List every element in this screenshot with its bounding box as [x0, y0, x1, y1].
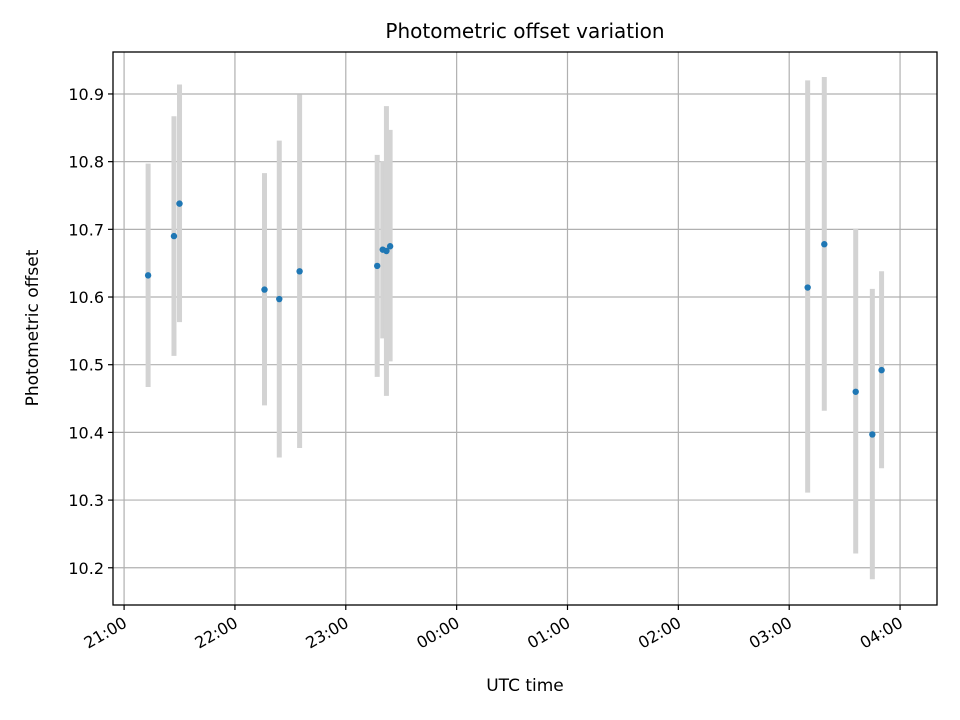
data-point: [383, 247, 390, 255]
data-point: [276, 295, 283, 303]
x-tick-label: 00:00: [413, 613, 462, 653]
x-axis-ticks: 21:00 22:00 23:00 00:00 01:00 02:00 03:00 04:00: [81, 605, 906, 653]
x-axis-title: UTC time: [486, 676, 564, 696]
y-tick-label: 10.5: [68, 356, 104, 375]
y-tick-label: 10.3: [68, 491, 104, 510]
data-point: [373, 262, 381, 270]
error-bars: [145, 77, 885, 580]
y-tick-label: 10.9: [68, 85, 104, 104]
x-tick-label: 03:00: [746, 613, 795, 653]
data-point: [386, 243, 394, 250]
data-points: [144, 200, 885, 438]
data-point: [852, 388, 859, 395]
x-tick-label: 23:00: [302, 613, 351, 653]
data-point: [804, 284, 811, 291]
x-tick-label: 01:00: [524, 613, 573, 653]
data-point: [296, 268, 303, 275]
y-tick-label: 10.4: [68, 423, 104, 442]
y-tick-label: 10.2: [68, 559, 104, 578]
x-tick-label: 22:00: [192, 613, 241, 653]
x-tick-label: 02:00: [635, 613, 684, 653]
y-axis-ticks: 10.2 10.3 10.4 10.5 10.6 10.7 10.8 10.9: [68, 85, 113, 578]
x-tick-label: 21:00: [81, 613, 130, 653]
data-point: [869, 431, 876, 438]
data-point: [176, 200, 183, 207]
grid: [113, 52, 937, 605]
chart-title: Photometric offset variation: [385, 19, 664, 43]
data-point: [170, 232, 178, 240]
data-point: [144, 272, 152, 279]
x-tick-label: 04:00: [857, 613, 906, 653]
y-tick-label: 10.7: [68, 220, 104, 239]
data-point: [878, 366, 885, 374]
data-point: [261, 286, 268, 293]
y-tick-label: 10.8: [68, 153, 104, 172]
y-tick-label: 10.6: [68, 288, 104, 307]
data-point: [821, 241, 828, 248]
plot-frame: [112, 51, 938, 606]
y-axis-title: Photometric offset: [23, 249, 43, 406]
